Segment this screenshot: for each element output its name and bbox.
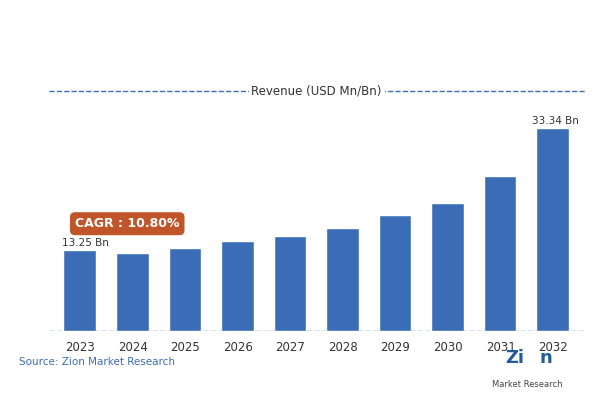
Bar xyxy=(117,254,149,331)
Bar xyxy=(222,242,253,331)
Bar xyxy=(169,249,201,331)
Text: Zi: Zi xyxy=(505,349,524,366)
Bar xyxy=(327,229,359,331)
Text: 13.25 Bn: 13.25 Bn xyxy=(62,238,109,248)
Bar xyxy=(380,216,411,331)
Text: Revenue (USD Mn/Bn): Revenue (USD Mn/Bn) xyxy=(252,84,382,97)
Bar xyxy=(275,237,306,331)
Text: Microwave Backhaul System Market,: Microwave Backhaul System Market, xyxy=(119,22,490,40)
Text: 33.34 Bn: 33.34 Bn xyxy=(532,116,579,126)
Bar xyxy=(485,177,516,331)
Text: Global Market Size, 2024-2032 (USD Billion): Global Market Size, 2024-2032 (USD Billi… xyxy=(143,62,466,77)
Bar xyxy=(537,129,569,331)
Text: CAGR : 10.80%: CAGR : 10.80% xyxy=(75,217,180,230)
Text: Source: Zion Market Research: Source: Zion Market Research xyxy=(19,357,175,367)
Text: n: n xyxy=(540,349,552,366)
Bar xyxy=(432,204,464,331)
Text: Market Research: Market Research xyxy=(492,380,563,389)
Bar xyxy=(65,251,96,331)
